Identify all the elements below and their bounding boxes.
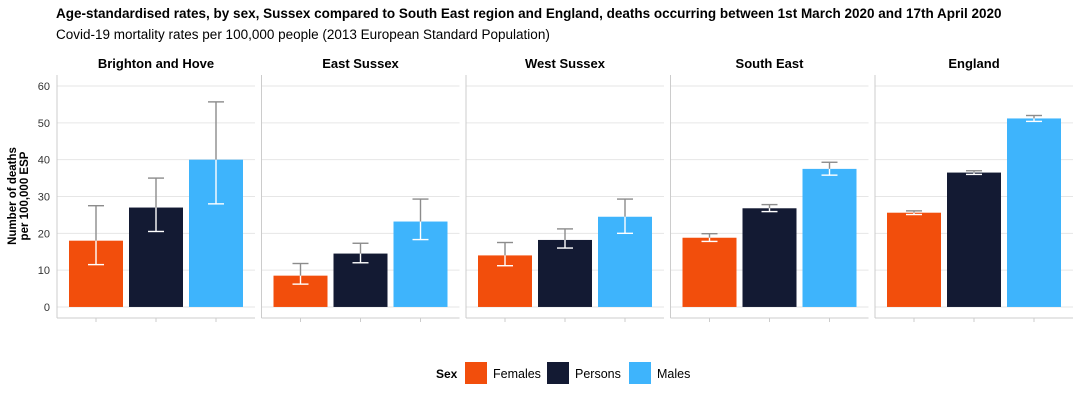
- panel-title-east-sussex: East Sussex: [322, 56, 399, 71]
- panel-title-england: England: [948, 56, 999, 71]
- bar-persons: [538, 239, 592, 307]
- panel-title-west-sussex: West Sussex: [525, 56, 606, 71]
- y-tick-label: 20: [38, 228, 50, 240]
- y-tick-label: 10: [38, 265, 50, 277]
- bar-persons: [742, 208, 797, 307]
- legend-label-males: Males: [657, 367, 690, 381]
- bar-females: [682, 237, 737, 307]
- chart-subtitle: Covid-19 mortality rates per 100,000 peo…: [56, 27, 550, 42]
- legend-swatch-persons: [547, 362, 569, 384]
- y-tick-label: 60: [38, 81, 50, 93]
- y-axis-title: per 100,000 ESP: [19, 151, 31, 240]
- y-tick-label: 0: [44, 302, 50, 314]
- panel-title-brighton-and-hove: Brighton and Hove: [98, 56, 214, 71]
- legend-label-persons: Persons: [575, 367, 621, 381]
- chart-title: Age-standardised rates, by sex, Sussex c…: [56, 6, 1002, 21]
- y-tick-label: 50: [38, 118, 50, 130]
- bar-persons: [947, 172, 1001, 307]
- legend-title: Sex: [436, 367, 458, 381]
- y-tick-label: 40: [38, 155, 50, 167]
- bar-males: [1007, 118, 1061, 307]
- legend-label-females: Females: [493, 367, 541, 381]
- legend-swatch-females: [465, 362, 487, 384]
- y-tick-label: 30: [38, 192, 50, 204]
- bar-males: [802, 168, 857, 307]
- panel-title-south-east: South East: [736, 56, 805, 71]
- y-axis-title: Number of deaths: [7, 147, 19, 245]
- legend-swatch-males: [629, 362, 651, 384]
- bar-females: [887, 212, 941, 307]
